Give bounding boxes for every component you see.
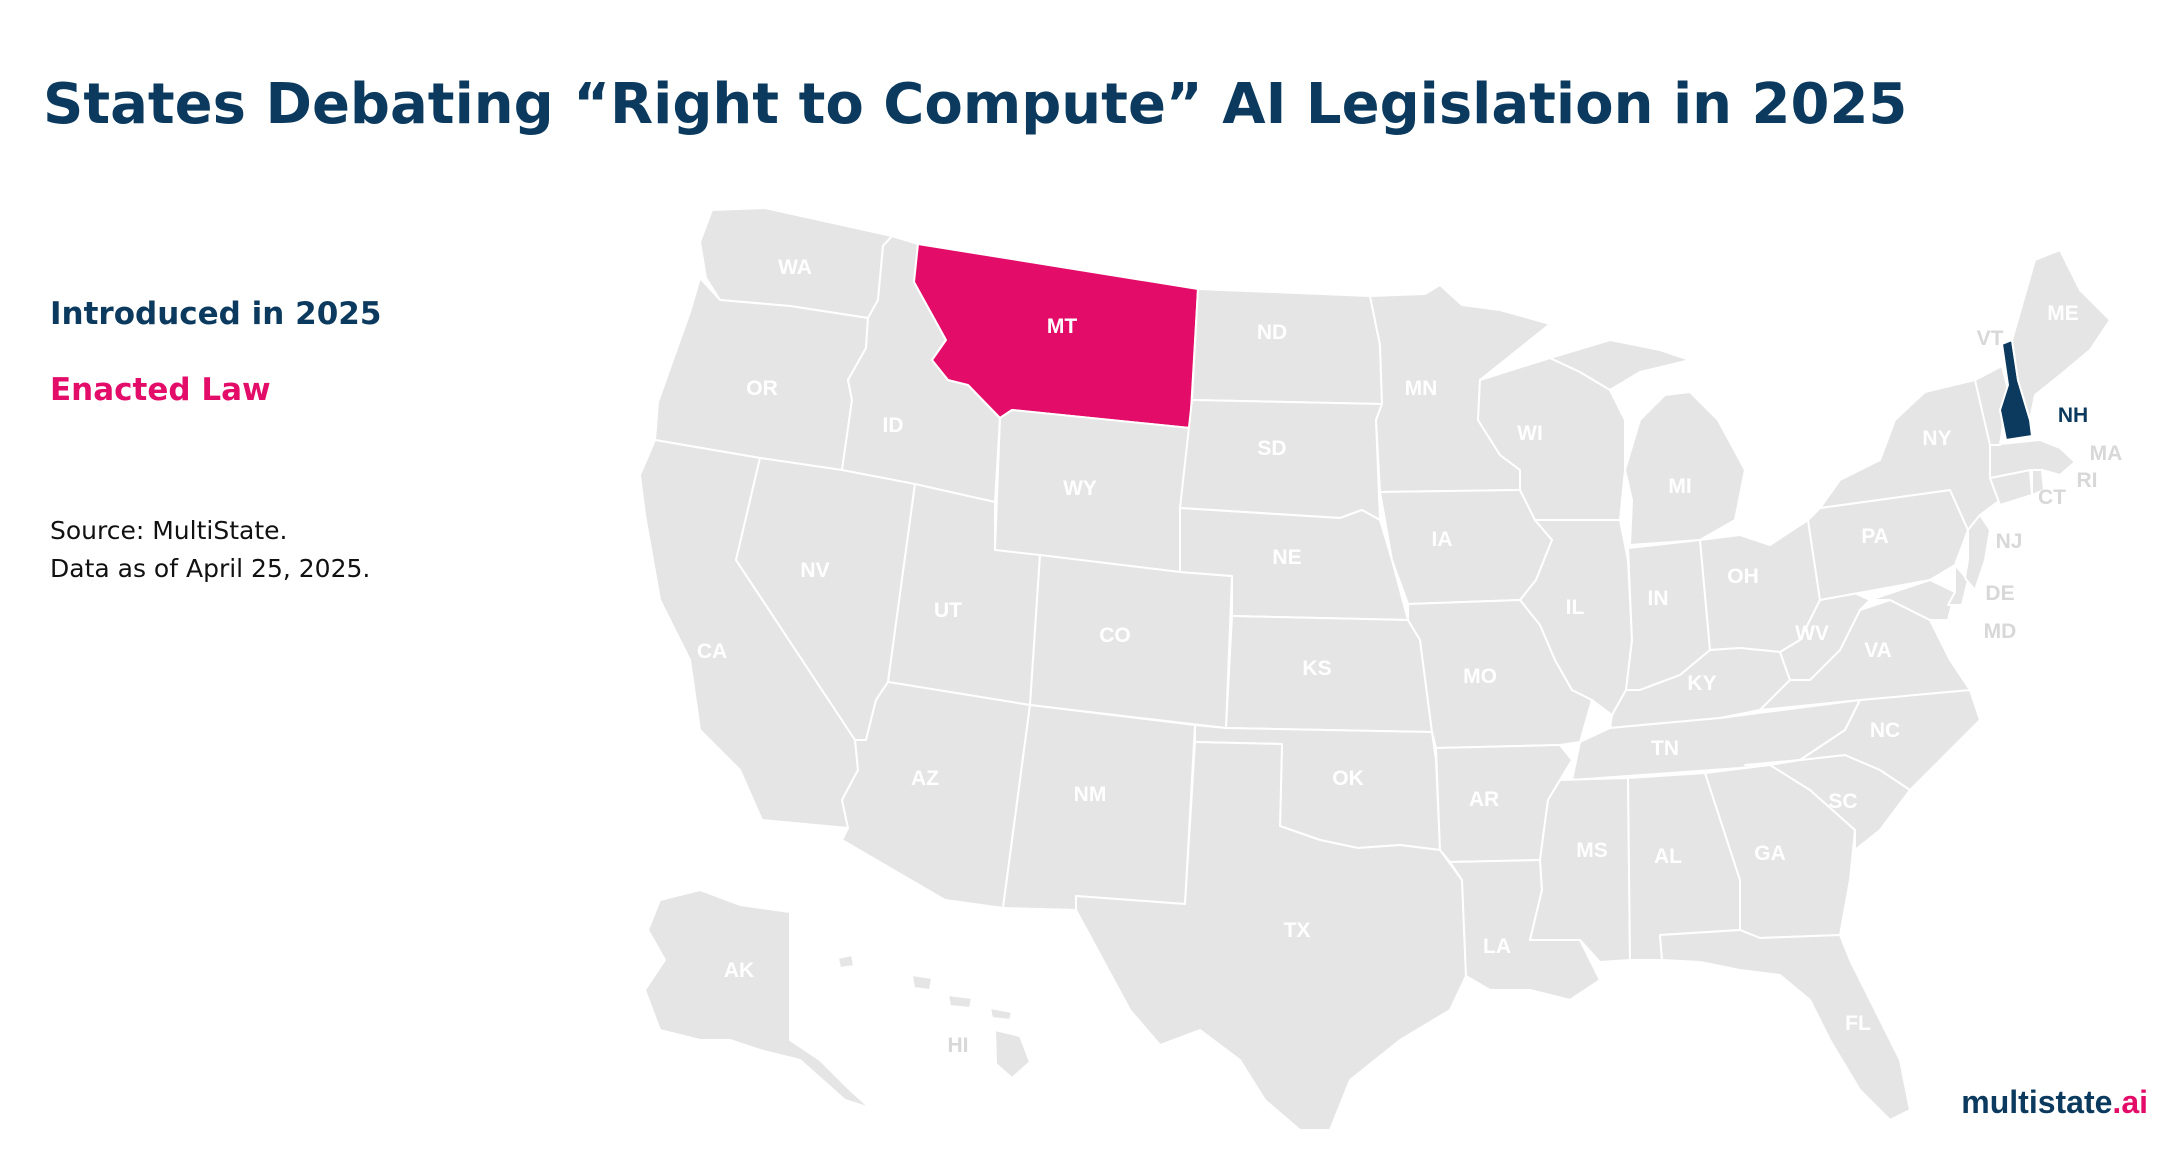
page-title: States Debating “Right to Compute” AI Le…	[43, 72, 1908, 137]
state-label-nh: NH	[2058, 404, 2088, 427]
state-label-ok: OK	[1332, 767, 1364, 790]
state-label-co: CO	[1099, 624, 1131, 647]
state-wv[interactable]	[1779, 589, 1871, 681]
state-nm[interactable]	[1002, 704, 1196, 911]
state-label-ms: MS	[1576, 839, 1608, 862]
state-label-ne: NE	[1272, 546, 1301, 569]
state-ne[interactable]	[1179, 507, 1409, 621]
state-label-wa: WA	[778, 256, 812, 279]
state-label-ma: MA	[2090, 442, 2123, 465]
state-label-fl: FL	[1845, 1012, 1871, 1035]
state-label-ks: KS	[1302, 657, 1331, 680]
state-label-hi: HI	[948, 1034, 969, 1057]
state-ia[interactable]	[1379, 489, 1553, 605]
state-label-md: MD	[1984, 620, 2017, 643]
state-label-ar: AR	[1469, 788, 1499, 811]
state-md[interactable]	[1869, 579, 1956, 621]
state-label-pa: PA	[1861, 525, 1889, 548]
state-label-mo: MO	[1463, 665, 1497, 688]
state-label-ny: NY	[1922, 427, 1951, 450]
state-ma[interactable]	[1989, 439, 2076, 479]
state-label-nm: NM	[1074, 783, 1107, 806]
legend-introduced: Introduced in 2025	[50, 296, 382, 332]
state-label-ia: IA	[1432, 528, 1453, 551]
state-nd[interactable]	[1191, 288, 1383, 405]
state-label-al: AL	[1654, 845, 1682, 868]
logo-suffix: .ai	[2112, 1084, 2148, 1120]
state-label-ut: UT	[934, 599, 962, 622]
state-tx[interactable]	[1075, 741, 1467, 1131]
state-label-tn: TN	[1651, 737, 1679, 760]
state-label-ri: RI	[2077, 469, 2098, 492]
multistate-logo: multistate.ai	[1961, 1084, 2148, 1121]
state-label-ca: CA	[697, 640, 727, 663]
legend-enacted: Enacted Law	[50, 372, 271, 408]
state-label-il: IL	[1566, 596, 1585, 619]
state-label-nc: NC	[1870, 719, 1900, 742]
state-ak[interactable]	[644, 889, 871, 1109]
state-hi[interactable]	[837, 954, 1031, 1079]
state-label-mt: MT	[1047, 315, 1077, 338]
state-label-nj: NJ	[1996, 530, 2023, 553]
source-line: Source: MultiState.	[50, 516, 288, 545]
state-label-ct: CT	[2038, 486, 2066, 509]
state-label-id: ID	[883, 414, 904, 437]
state-label-ak: AK	[724, 959, 754, 982]
state-label-va: VA	[1864, 639, 1892, 662]
state-label-me: ME	[2047, 302, 2079, 325]
source-note: Source: MultiState. Data as of April 25,…	[50, 512, 370, 588]
state-label-ga: GA	[1754, 842, 1786, 865]
state-label-nd: ND	[1257, 321, 1287, 344]
state-label-mn: MN	[1405, 377, 1438, 400]
state-label-wv: WV	[1795, 622, 1829, 645]
state-label-wi: WI	[1517, 422, 1543, 445]
state-label-tx: TX	[1284, 919, 1311, 942]
state-de[interactable]	[1947, 564, 1969, 606]
state-fl[interactable]	[1659, 929, 1911, 1121]
state-label-in: IN	[1648, 587, 1669, 610]
state-co[interactable]	[1029, 554, 1233, 729]
state-label-az: AZ	[911, 767, 939, 790]
state-label-la: LA	[1483, 935, 1511, 958]
logo-text: multistate	[1961, 1084, 2113, 1120]
state-label-sd: SD	[1257, 437, 1286, 460]
data-date-line: Data as of April 25, 2025.	[50, 554, 371, 583]
state-label-nv: NV	[800, 559, 829, 582]
state-label-de: DE	[1985, 582, 2014, 605]
state-label-or: OR	[746, 377, 778, 400]
state-label-oh: OH	[1727, 565, 1759, 588]
state-nj[interactable]	[1964, 514, 1991, 591]
state-label-sc: SC	[1828, 790, 1857, 813]
state-label-wy: WY	[1063, 477, 1097, 500]
state-mi[interactable]	[1549, 339, 1746, 546]
state-label-ky: KY	[1687, 672, 1716, 695]
state-me[interactable]	[2011, 249, 2111, 421]
state-sd[interactable]	[1179, 399, 1383, 521]
state-label-mi: MI	[1668, 475, 1691, 498]
state-label-vt: VT	[1977, 327, 2004, 350]
state-nc[interactable]	[1744, 689, 1981, 791]
